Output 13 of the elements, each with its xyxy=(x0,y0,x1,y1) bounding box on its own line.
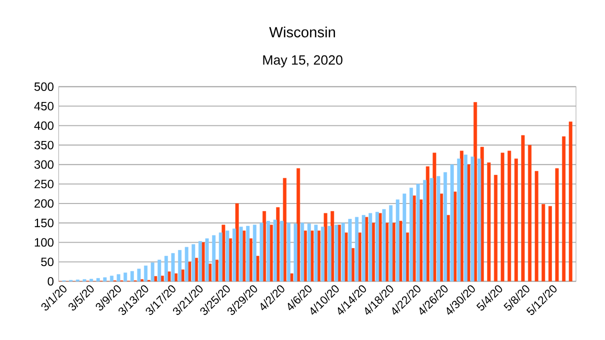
chart-subtitle: May 15, 2020 xyxy=(263,55,342,68)
y-tick-label: 300 xyxy=(34,160,54,169)
y-tick-label: 250 xyxy=(34,180,54,188)
y-tick-label: 50 xyxy=(41,258,54,266)
chart-title: Wisconsin xyxy=(269,26,335,38)
y-tick-label: 350 xyxy=(34,140,54,150)
y-tick-label: 500 xyxy=(34,82,54,91)
y-tick-label: 400 xyxy=(34,121,54,130)
y-tick-label: 450 xyxy=(34,102,54,110)
y-tick-label: 150 xyxy=(34,218,54,228)
y-tick-label: 200 xyxy=(34,199,54,208)
y-tick-label: 0 xyxy=(48,277,54,286)
y-tick-label: 100 xyxy=(34,238,54,247)
